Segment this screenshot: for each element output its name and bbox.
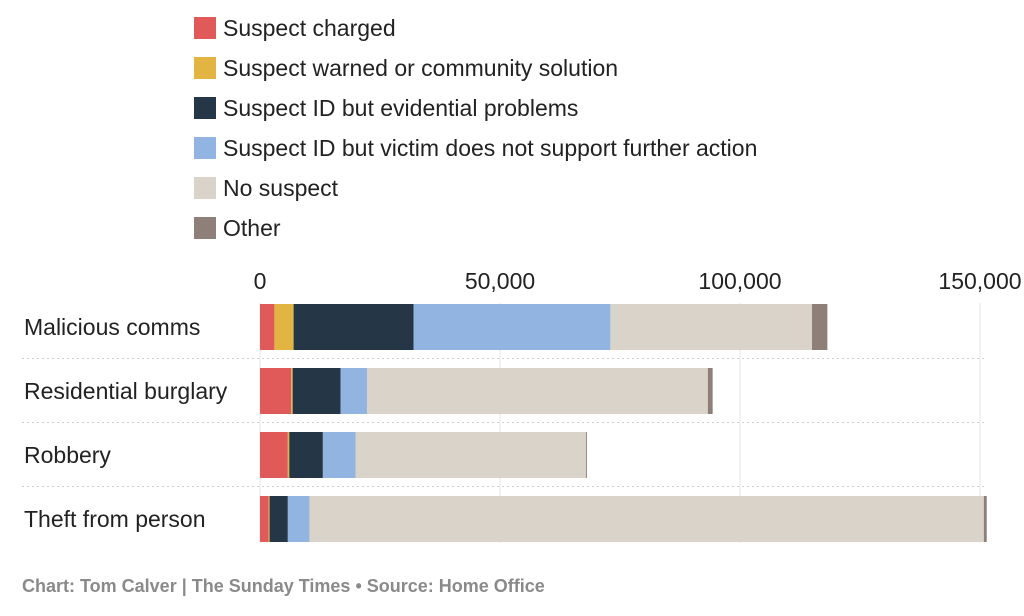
category-label: Robbery [24,442,111,468]
bar-segment [287,432,290,478]
bar-segment [260,496,269,542]
x-tick-label: 0 [254,268,267,294]
legend-label: Suspect ID but victim does not support f… [223,135,757,161]
legend-swatch [194,177,216,199]
bar-segment [610,304,812,350]
bar-segment [268,496,270,542]
bar-segment [983,496,987,542]
bar-segment [289,432,323,478]
legend-label: Suspect warned or community solution [223,55,618,81]
category-label: Theft from person [24,506,206,532]
bar-segment [340,368,368,414]
bar-segment [287,496,310,542]
bar-segment [260,368,292,414]
x-tick-label: 100,000 [698,268,781,294]
bar-segment [707,368,713,414]
bar-segment [309,496,984,542]
bar-segment [260,304,275,350]
legend-label: Suspect charged [223,15,396,41]
bar-segment [274,304,294,350]
legend-swatch [194,137,216,159]
legend-swatch [194,217,216,239]
legend-swatch [194,57,216,79]
legend-label: Suspect ID but evidential problems [223,95,578,121]
bar-segment [367,368,708,414]
x-axis: 0 50,000 100,000 150,000 [254,268,1022,294]
legend-swatch [194,17,216,39]
bar-segment [355,432,586,478]
legend-swatch [194,97,216,119]
category-label: Residential burglary [24,378,228,404]
bar-segment [585,432,587,478]
footer-credit: Chart: Tom Calver | The Sunday Times • S… [22,576,545,596]
bar-segment [260,432,288,478]
bar-segment [293,304,414,350]
legend: Suspect charged Suspect warned or communi… [194,15,757,241]
bar-segment [413,304,611,350]
bar-segment [292,368,341,414]
bar-segment [812,304,828,350]
legend-label: Other [223,215,281,241]
x-tick-label: 150,000 [938,268,1021,294]
bar-segment [291,368,293,414]
row-separators [22,358,985,487]
bar-segment [322,432,356,478]
legend-label: No suspect [223,175,339,201]
bars [260,304,987,542]
bar-segment [269,496,288,542]
x-tick-label: 50,000 [465,268,535,294]
category-labels: Malicious comms Residential burglary Robbe… [24,314,228,532]
category-label: Malicious comms [24,314,200,340]
